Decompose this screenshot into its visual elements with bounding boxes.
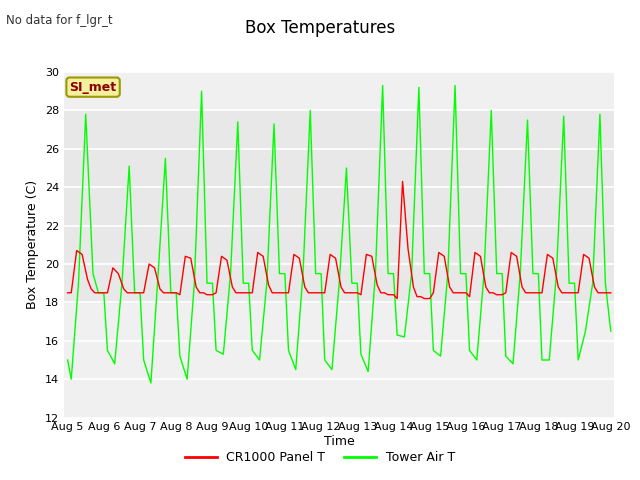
Bar xyxy=(64,110,614,302)
Text: Box Temperatures: Box Temperatures xyxy=(245,19,395,37)
X-axis label: Time: Time xyxy=(324,435,355,448)
Y-axis label: Box Temperature (C): Box Temperature (C) xyxy=(26,180,39,310)
Text: No data for f_lgr_t: No data for f_lgr_t xyxy=(6,14,113,27)
Legend: CR1000 Panel T, Tower Air T: CR1000 Panel T, Tower Air T xyxy=(180,446,460,469)
Text: SI_met: SI_met xyxy=(70,81,116,94)
